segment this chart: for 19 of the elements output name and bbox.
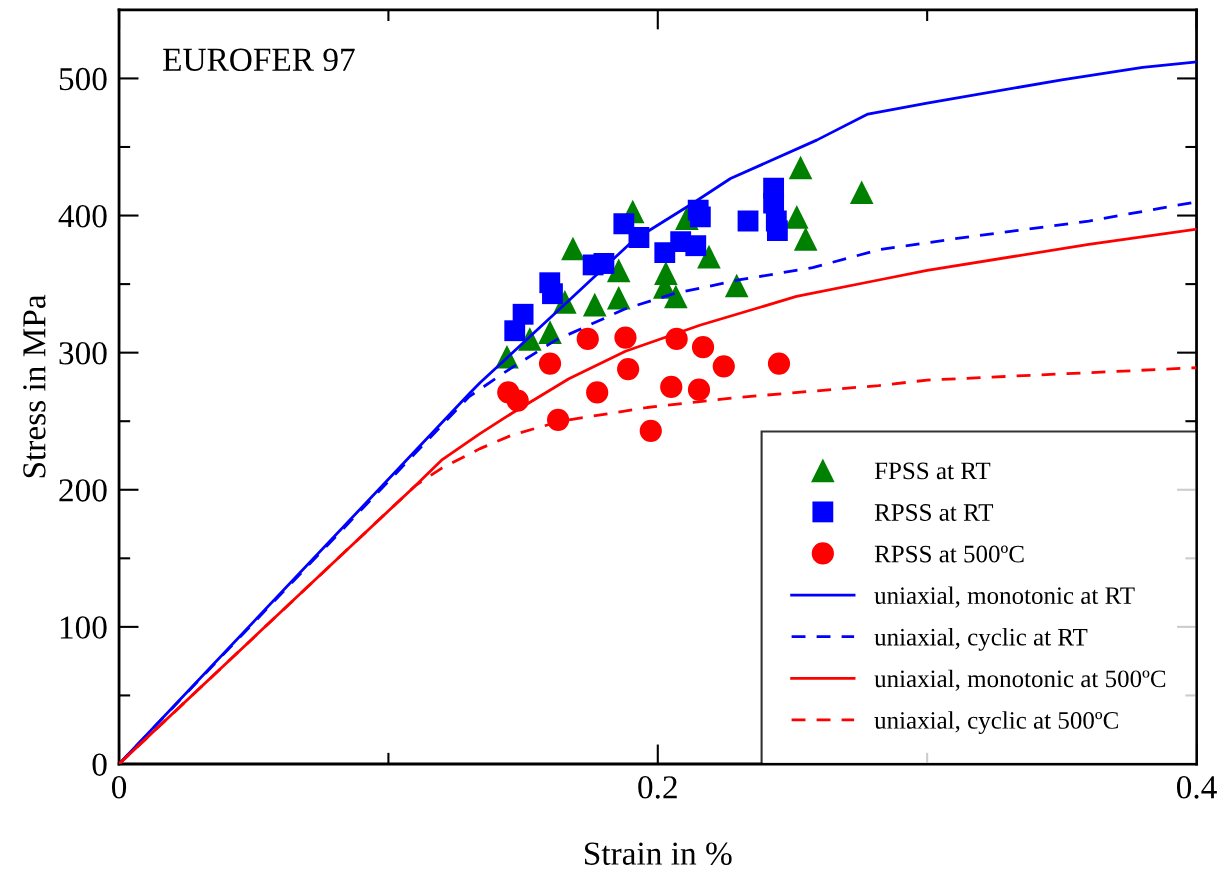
x-axis-title: Strain in % bbox=[585, 842, 732, 866]
legend-label: RPSS at 500ºC bbox=[874, 545, 1024, 563]
x-tick-label: 0.2 bbox=[638, 776, 677, 799]
y-tick-label: 500 bbox=[59, 67, 107, 91]
x-tick-label: 0 bbox=[111, 776, 127, 799]
legend-label: uniaxial, monotonic at 500ºC bbox=[874, 669, 1166, 691]
y-tick-label: 200 bbox=[59, 479, 107, 502]
legend-label: uniaxial, cyclic at RT bbox=[874, 628, 1088, 651]
y-tick-label: 300 bbox=[59, 342, 107, 365]
legend-label: uniaxial, monotonic at RT bbox=[874, 586, 1135, 608]
y-tick-label: 0 bbox=[92, 753, 107, 776]
y-tick-label: 100 bbox=[60, 616, 107, 639]
y-axis-title: Stress in MPa bbox=[23, 294, 46, 478]
annotation: EUROFER 97 bbox=[163, 48, 355, 72]
y-tick-label: 400 bbox=[58, 204, 107, 228]
legend-label: FPSS at RT bbox=[874, 462, 991, 480]
legend-label: uniaxial, cyclic at 500ºC bbox=[874, 711, 1118, 734]
x-tick-label: 0.4 bbox=[1176, 776, 1217, 799]
legend-label: RPSS at RT bbox=[874, 504, 994, 521]
